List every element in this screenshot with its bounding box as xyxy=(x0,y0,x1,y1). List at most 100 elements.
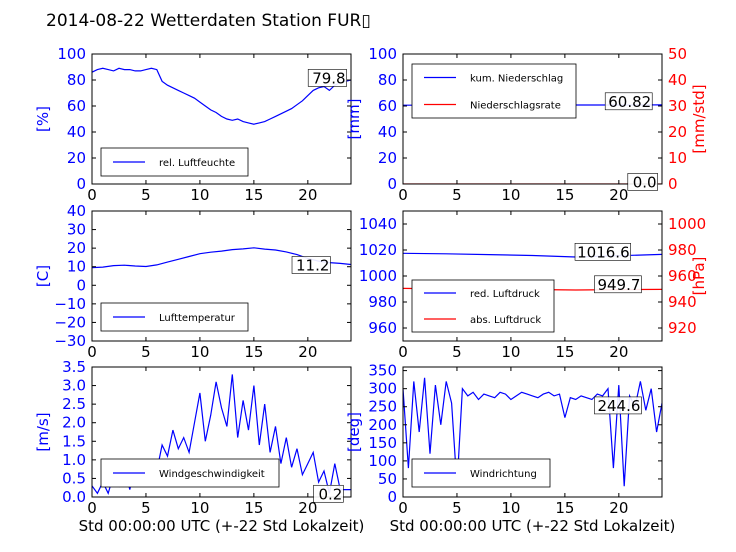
x-tick-label: 0 xyxy=(87,343,97,361)
y-tick-label: 2.0 xyxy=(62,414,86,432)
x-tick-label: 0 xyxy=(398,343,408,361)
legend-label: red. Luftdruck xyxy=(470,289,540,300)
x-tick-label: 10 xyxy=(190,186,209,204)
y-tick-label: −10 xyxy=(54,295,86,313)
y2-axis-label: [mm/std] xyxy=(690,84,708,153)
y-tick-label: 250 xyxy=(368,398,397,416)
x-tick-label: 20 xyxy=(298,499,317,517)
value-annotation-box xyxy=(594,275,642,294)
y2-tick-label: 0 xyxy=(668,175,678,193)
y-axis-label: [C] xyxy=(34,265,52,287)
y-tick-label: 1.5 xyxy=(62,432,86,450)
legend-label: abs. Luftdruck xyxy=(470,315,541,326)
y-tick-label: 2.5 xyxy=(62,395,86,413)
series-line-1 xyxy=(403,377,662,487)
series-group xyxy=(403,377,662,487)
value-annotation: 949.7 xyxy=(597,276,640,294)
panel-pressure: 0 5 10 15 20 960 980 1000 1020 1040 920 940 960 980 10… xyxy=(359,210,708,361)
x-tick-label: 20 xyxy=(298,186,317,204)
value-annotation: 79.8 xyxy=(312,69,345,87)
y-tick-label: 20 xyxy=(67,239,86,257)
y2-axis-label: [hPa] xyxy=(690,257,708,296)
y-tick-label: 40 xyxy=(67,123,86,141)
legend-label: Windrichtung xyxy=(470,469,537,480)
y2-tick-label: 980 xyxy=(668,241,697,259)
x-tick-label: 0 xyxy=(398,499,408,517)
x-tick-label: 0 xyxy=(398,186,408,204)
y-tick-label: 100 xyxy=(57,45,86,63)
series-line-1 xyxy=(92,67,351,125)
y2-tick-label: 940 xyxy=(668,293,697,311)
y-tick-label: 0 xyxy=(387,488,397,506)
x-tick-label: 10 xyxy=(190,343,209,361)
figure-title: 2014-08-22 Wetterdaten Station FUR▯ xyxy=(46,11,371,31)
panel-temperature: 0 5 10 15 20−30−20−10010203040[C]Lufttempera… xyxy=(34,202,352,361)
y-tick-label: 60 xyxy=(378,97,397,115)
y-tick-label: 300 xyxy=(368,380,397,398)
x-tick-label: 10 xyxy=(501,499,520,517)
y-axis-label: [%] xyxy=(34,106,52,132)
y-tick-label: 1020 xyxy=(359,241,397,259)
y-tick-label: 0 xyxy=(76,175,86,193)
value-annotation-box xyxy=(627,173,658,191)
panel-precipitation: 0 5 10 15 20 0 20 40 60 80 100 0 10 20 30 40 50 [mm] [mm/s… xyxy=(345,45,708,204)
y-tick-label: 1000 xyxy=(359,267,397,285)
x-tick-label: 20 xyxy=(298,343,317,361)
legend-label: Lufttemperatur xyxy=(159,313,236,324)
value-annotation: 0.2 xyxy=(319,485,343,503)
x-tick-label: 0 xyxy=(87,186,97,204)
x-tick-label: 15 xyxy=(555,343,574,361)
y2-tick-label: 920 xyxy=(668,319,697,337)
y2-tick-label: 20 xyxy=(668,123,687,141)
value-annotation-box xyxy=(594,396,642,415)
x-axis-label: Std 00:00:00 UTC (+-22 Std Lokalzeit) xyxy=(390,517,676,535)
y-tick-label: 30 xyxy=(67,221,86,239)
y-tick-label: 100 xyxy=(368,452,397,470)
value-annotation: 0.0 xyxy=(633,173,657,191)
y2-tick-label: 1000 xyxy=(668,215,706,233)
y-tick-label: 1040 xyxy=(359,215,397,233)
x-tick-label: 15 xyxy=(244,343,263,361)
panel-wind_speed: 0 5 10 15 20 0.00.51.01.52.02.53.03.5 [m/s] Std… xyxy=(34,358,364,535)
y-tick-label: 0.5 xyxy=(62,469,86,487)
plot-frame xyxy=(402,53,663,185)
value-annotation: 244.6 xyxy=(597,397,640,415)
x-axis-label: Std 00:00:00 UTC (+-22 Std Lokalzeit) xyxy=(79,517,365,535)
y-tick-label: 60 xyxy=(67,97,86,115)
y-tick-label: 80 xyxy=(378,71,397,89)
x-tick-label: 20 xyxy=(609,186,628,204)
value-annotation-box xyxy=(313,484,344,503)
y-tick-label: 0 xyxy=(76,276,86,294)
x-tick-label: 15 xyxy=(555,186,574,204)
value-annotation: 11.2 xyxy=(296,256,329,274)
y-tick-label: 0 xyxy=(387,175,397,193)
y-tick-label: 200 xyxy=(368,416,397,434)
y2-tick-label: 40 xyxy=(668,71,687,89)
x-tick-label: 5 xyxy=(141,343,151,361)
y-tick-label: 10 xyxy=(67,258,86,276)
y-tick-label: 40 xyxy=(67,202,86,220)
x-tick-label: 20 xyxy=(609,343,628,361)
x-tick-label: 0 xyxy=(87,499,97,517)
y-axis-label: [deg] xyxy=(345,412,363,452)
x-tick-label: 5 xyxy=(141,186,151,204)
y2-tick-label: 30 xyxy=(668,97,687,115)
y-tick-label: −20 xyxy=(54,313,86,331)
legend-label: Windgeschwindigkeit xyxy=(159,469,265,480)
value-annotation-box xyxy=(307,69,347,87)
y-tick-label: 1.0 xyxy=(62,451,86,469)
x-tick-label: 10 xyxy=(501,186,520,204)
plot-frame xyxy=(402,366,663,498)
y-tick-label: 960 xyxy=(368,319,397,337)
y-tick-label: 980 xyxy=(368,293,397,311)
value-annotation-box xyxy=(291,256,331,274)
plot-frame xyxy=(91,366,352,498)
y2-tick-label: 10 xyxy=(668,149,687,167)
x-tick-label: 20 xyxy=(609,499,628,517)
y-tick-label: 350 xyxy=(368,362,397,380)
y-axis-label: [mm] xyxy=(345,99,363,140)
x-tick-label: 5 xyxy=(452,186,462,204)
x-tick-label: 5 xyxy=(141,499,151,517)
